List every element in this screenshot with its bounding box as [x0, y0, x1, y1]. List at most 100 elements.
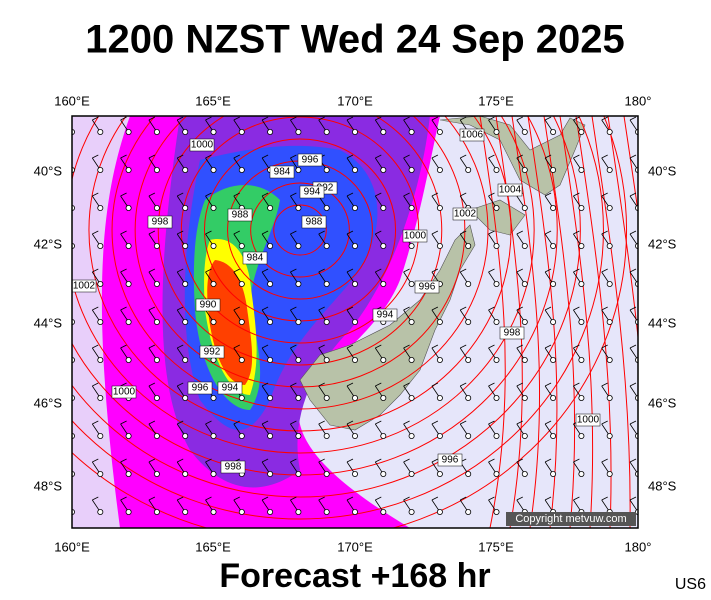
barb-flag: [318, 496, 325, 501]
barb-station: [380, 470, 387, 477]
barb-station: [493, 318, 500, 325]
barb-flag: [92, 268, 99, 273]
barb-station: [210, 242, 217, 249]
barb-station: [550, 432, 557, 439]
barb-station: [578, 128, 585, 135]
barb-station: [493, 242, 500, 249]
barb-flag: [92, 420, 99, 425]
barb-station: [153, 128, 160, 135]
barb-station: [267, 432, 274, 439]
lat-label-right: 42°S: [648, 236, 677, 251]
barb-flag: [403, 382, 410, 387]
barb-station: [182, 432, 189, 439]
barb-station: [578, 166, 585, 173]
barb-station: [493, 508, 500, 515]
barb-flag: [64, 497, 70, 500]
barb-station: [493, 128, 500, 135]
barb-station: [97, 394, 104, 401]
barb-flag: [403, 116, 410, 121]
barb-flag: [488, 154, 495, 159]
barb-flag: [177, 496, 184, 501]
barb-station: [521, 356, 528, 363]
barb-flag: [629, 116, 637, 121]
barb-flag: [318, 458, 325, 463]
barb-station: [210, 204, 217, 211]
barb-flag: [488, 116, 495, 121]
barb-station: [351, 432, 358, 439]
barb-flag: [92, 116, 99, 121]
barb-station: [351, 280, 358, 287]
lon-label-bottom: 175°E: [478, 539, 514, 554]
barb-staff: [72, 435, 73, 436]
barb-flag: [601, 154, 608, 159]
barb-station: [408, 280, 415, 287]
barb-flag: [403, 306, 410, 311]
barb-station: [408, 318, 415, 325]
barb-flag: [346, 116, 354, 121]
barb-flag: [205, 268, 212, 273]
barb-station: [210, 508, 217, 515]
barb-flag: [290, 496, 297, 501]
barb-station: [210, 470, 217, 477]
barb-station: [323, 128, 330, 135]
barb-station: [380, 242, 387, 249]
isobar-label: 990: [200, 300, 217, 311]
barb-flag: [64, 231, 70, 234]
barb-station: [210, 128, 217, 135]
barb-station: [351, 470, 358, 477]
barb-station: [436, 318, 443, 325]
barb-station: [97, 204, 104, 211]
isobar-label-box: [242, 251, 268, 265]
barb-station: [380, 204, 387, 211]
barb-station: [323, 318, 330, 325]
barb-flag: [431, 344, 439, 349]
isobar-label-box: [575, 413, 601, 427]
barb-station: [606, 280, 613, 287]
barb-flag: [318, 382, 325, 387]
isobar: [88, 116, 512, 432]
barb-staff: [72, 283, 73, 284]
barb-station: [521, 432, 528, 439]
barb-flag: [629, 154, 637, 159]
barb-station: [267, 356, 274, 363]
barb-station: [351, 242, 358, 249]
barb-flag: [290, 306, 297, 311]
copyright-box: [506, 512, 636, 526]
barb-station: [351, 204, 358, 211]
barb-flag: [148, 382, 156, 387]
barb-station: [323, 166, 330, 173]
barb-station: [493, 432, 500, 439]
barb-station: [436, 204, 443, 211]
isobar-label: 994: [377, 310, 394, 321]
barb-station: [238, 242, 245, 249]
barb-flag: [488, 420, 495, 425]
barb-flag: [64, 155, 70, 158]
barb-station: [521, 318, 528, 325]
barb-station: [323, 508, 330, 515]
barb-station: [380, 432, 387, 439]
south-island: [299, 224, 476, 431]
barb-station: [380, 394, 387, 401]
barb-station: [295, 432, 302, 439]
barb-station: [125, 508, 132, 515]
barb-flag: [629, 192, 637, 197]
barb-flag: [573, 192, 580, 197]
barb-station: [153, 432, 160, 439]
barb-flag: [601, 382, 608, 387]
barb-station: [408, 128, 415, 135]
isobar-label: 994: [222, 383, 239, 394]
barb-flag: [488, 458, 495, 463]
barb-flag: [205, 192, 212, 197]
barb-flag: [516, 230, 523, 235]
barb-flag: [261, 458, 269, 463]
barb-flag: [233, 230, 240, 235]
barb-station: [153, 508, 160, 515]
isobar: [111, 116, 489, 410]
barb-flag: [403, 458, 410, 463]
barb-station: [380, 166, 387, 173]
isobar-label-box: [269, 165, 295, 179]
barb-station: [323, 394, 330, 401]
isobar-label-box: [497, 183, 523, 197]
isobar-label: 996: [442, 455, 459, 466]
